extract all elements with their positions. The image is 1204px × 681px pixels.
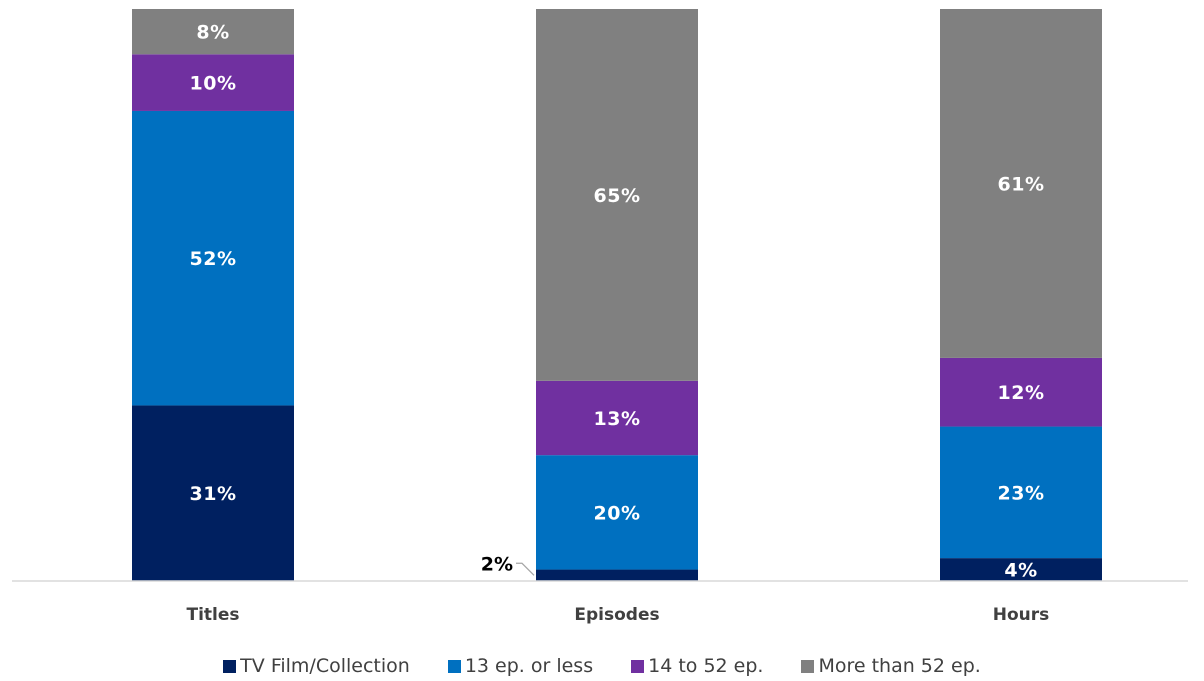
data-label-episodes-more-than-52-ep: 65% xyxy=(594,185,641,207)
legend-item-more-than-52-ep: More than 52 ep. xyxy=(801,655,981,677)
bar-segments xyxy=(132,9,1102,581)
bar-hours-more-than-52-ep xyxy=(940,9,1102,358)
bar-titles-more-than-52-ep xyxy=(132,9,294,55)
category-label-titles: Titles xyxy=(186,605,239,625)
legend-item-tv-film-collection: TV Film/Collection xyxy=(223,655,410,677)
bar-episodes-tv-film-collection xyxy=(536,569,698,581)
data-label-hours-more-than-52-ep: 61% xyxy=(998,173,1045,195)
legend-swatch-tv-film-collection xyxy=(223,659,237,673)
category-labels: Titles Episodes Hours xyxy=(186,605,1049,625)
bar-hours-tv-film-collection xyxy=(940,558,1102,581)
bar-titles-tv-film-collection xyxy=(132,405,294,581)
data-label-titles-more-than-52-ep: 8% xyxy=(196,22,229,44)
legend-swatch-13-ep-or-less xyxy=(447,659,461,673)
data-label-titles-tv-film-collection: 31% xyxy=(190,483,237,505)
bar-episodes-more-than-52-ep xyxy=(536,9,698,381)
legend-label-13-ep-or-less: 13 ep. or less xyxy=(464,655,594,677)
bar-episodes-14-to-52-ep xyxy=(536,380,698,456)
legend-label-tv-film-collection: TV Film/Collection xyxy=(240,655,410,677)
data-labels: 31% 52% 10% 8% 2% 20% 13% 65% 4% 23% 12% 61% xyxy=(190,22,1045,582)
data-label-hours-tv-film-collection: 4% xyxy=(1004,560,1037,582)
data-label-hours-13-ep-or-less: 23% xyxy=(998,482,1045,504)
data-label-titles-14-to-52-ep: 10% xyxy=(190,73,237,95)
bar-episodes-13-ep-or-less xyxy=(536,455,698,570)
legend-label-14-to-52-ep: 14 to 52 ep. xyxy=(648,655,764,677)
legend-label-more-than-52-ep: More than 52 ep. xyxy=(818,655,981,677)
chart-legend: TV Film/Collection 13 ep. or less 14 to 52… xyxy=(0,652,1204,680)
data-label-hours-14-to-52-ep: 12% xyxy=(998,382,1045,404)
legend-swatch-more-than-52-ep xyxy=(801,659,815,673)
category-label-hours: Hours xyxy=(993,605,1050,625)
data-label-episodes-13-ep-or-less: 20% xyxy=(594,502,641,524)
data-label-episodes-14-to-52-ep: 13% xyxy=(594,408,641,430)
bar-titles-14-to-52-ep xyxy=(132,54,294,111)
legend-swatch-14-to-52-ep xyxy=(631,659,645,673)
legend-item-14-to-52-ep: 14 to 52 ep. xyxy=(631,655,763,677)
bar-hours-14-to-52-ep xyxy=(940,357,1102,427)
bar-titles-13-ep-or-less xyxy=(132,110,294,406)
bar-hours-13-ep-or-less xyxy=(940,426,1102,559)
leader-line-episodes xyxy=(516,562,535,576)
category-label-episodes: Episodes xyxy=(574,605,659,625)
data-label-titles-13-ep-or-less: 52% xyxy=(190,248,237,270)
legend-item-13-ep-or-less: 13 ep. or less xyxy=(447,655,594,677)
data-label-episodes-tv-film-collection: 2% xyxy=(481,553,513,575)
